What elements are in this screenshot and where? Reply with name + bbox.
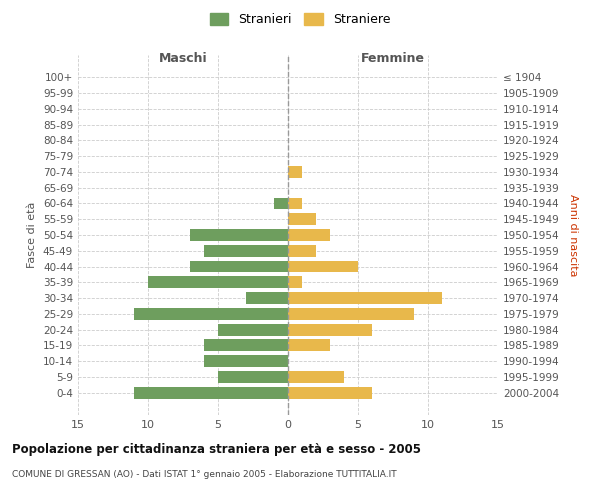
Bar xyxy=(134,387,288,398)
Bar xyxy=(204,245,288,256)
Bar xyxy=(288,198,302,209)
Bar xyxy=(288,324,372,336)
Bar xyxy=(288,166,302,178)
Bar xyxy=(288,292,442,304)
Bar xyxy=(288,260,358,272)
Bar xyxy=(218,324,288,336)
Y-axis label: Anni di nascita: Anni di nascita xyxy=(568,194,578,276)
Bar xyxy=(288,371,344,383)
Text: Popolazione per cittadinanza straniera per età e sesso - 2005: Popolazione per cittadinanza straniera p… xyxy=(12,442,421,456)
Bar xyxy=(246,292,288,304)
Bar xyxy=(288,308,414,320)
Text: Femmine: Femmine xyxy=(361,52,425,64)
Bar xyxy=(288,214,316,225)
Bar xyxy=(288,276,302,288)
Bar xyxy=(190,229,288,241)
Bar xyxy=(204,340,288,351)
Bar xyxy=(288,229,330,241)
Legend: Stranieri, Straniere: Stranieri, Straniere xyxy=(203,6,397,32)
Bar xyxy=(274,198,288,209)
Bar xyxy=(288,245,316,256)
Bar xyxy=(190,260,288,272)
Y-axis label: Fasce di età: Fasce di età xyxy=(28,202,37,268)
Bar xyxy=(218,371,288,383)
Bar xyxy=(288,387,372,398)
Text: Maschi: Maschi xyxy=(158,52,208,64)
Bar xyxy=(204,356,288,367)
Bar xyxy=(134,308,288,320)
Bar xyxy=(288,340,330,351)
Text: COMUNE DI GRESSAN (AO) - Dati ISTAT 1° gennaio 2005 - Elaborazione TUTTITALIA.IT: COMUNE DI GRESSAN (AO) - Dati ISTAT 1° g… xyxy=(12,470,397,479)
Bar xyxy=(148,276,288,288)
